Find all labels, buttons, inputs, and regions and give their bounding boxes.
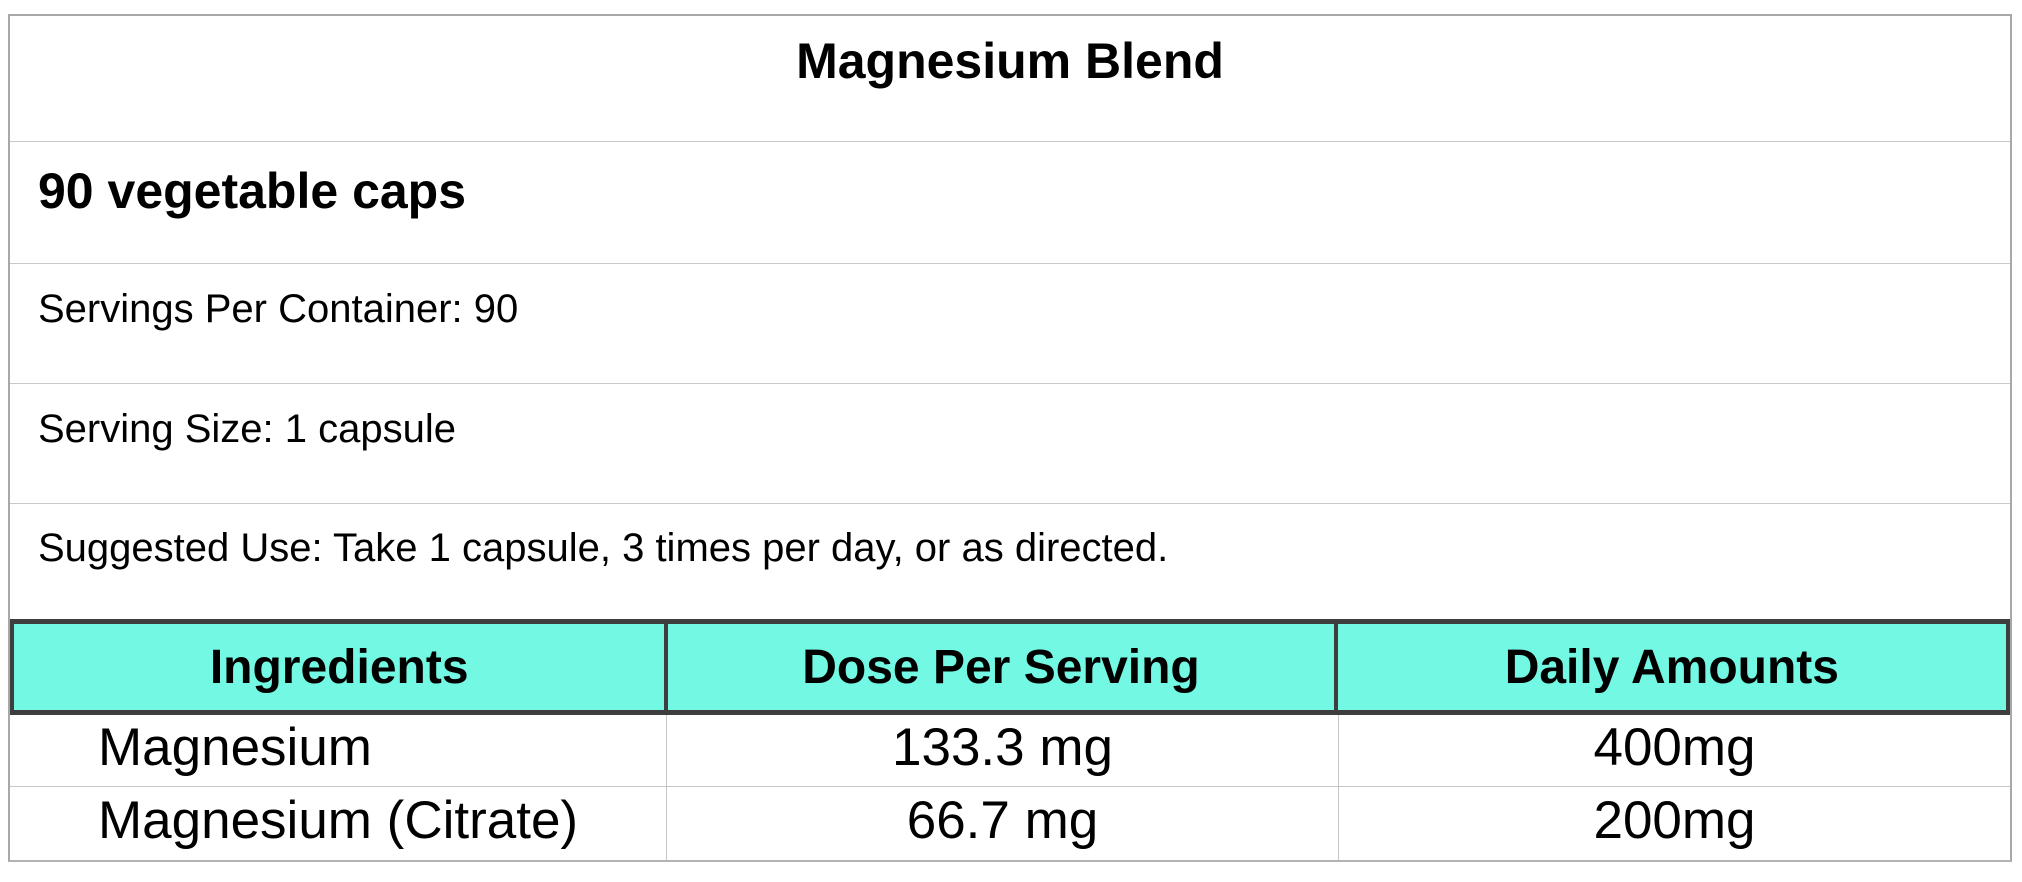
label-subtitle: 90 vegetable caps <box>10 142 2010 264</box>
label-title: Magnesium Blend <box>10 16 2010 142</box>
cell-daily-amount: 200mg <box>1593 791 1756 850</box>
cell-dose-per-serving: 66.7 mg <box>667 787 1339 860</box>
serving-size: Serving Size: 1 capsule <box>10 384 2010 504</box>
header-cell-ingredients: Ingredients <box>14 624 669 710</box>
cell-ingredient: Magnesium (Citrate) <box>10 787 667 860</box>
servings-per-container: Servings Per Container: 90 <box>10 264 2010 384</box>
cell-daily-amount: 400mg <box>1593 718 1756 777</box>
supplement-label: Magnesium Blend 90 vegetable caps Servin… <box>8 14 2012 862</box>
suggested-use: Suggested Use: Take 1 capsule, 3 times p… <box>38 526 1169 570</box>
table-row: Magnesium 133.3 mg 400mg <box>10 715 2010 787</box>
header-cell-dose-per-serving: Dose Per Serving <box>668 624 1338 710</box>
ingredients-table-header: Ingredients Dose Per Serving Daily Amoun… <box>10 619 2010 715</box>
table-row: Magnesium (Citrate) 66.7 mg 200mg <box>10 787 2010 860</box>
cell-dose-per-serving: 133.3 mg <box>667 715 1339 786</box>
cell-ingredient: Magnesium <box>10 715 667 786</box>
header-cell-daily-amounts: Daily Amounts <box>1504 640 1839 694</box>
